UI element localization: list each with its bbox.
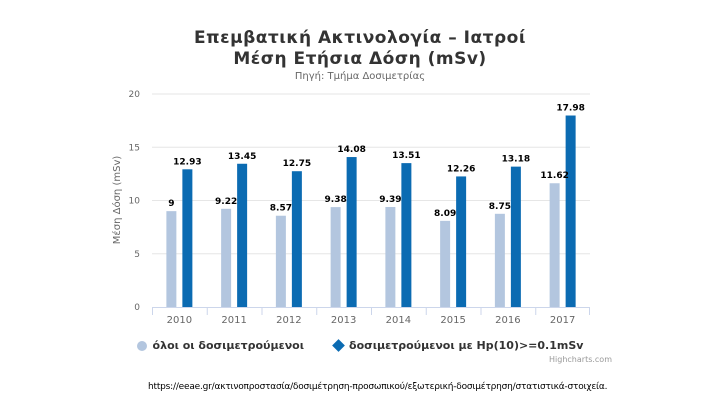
bar-series1[interactable] xyxy=(549,183,560,307)
data-label: 9.38 xyxy=(325,195,347,205)
y-tick-label: 10 xyxy=(129,197,141,207)
x-tick-label: 2011 xyxy=(221,315,246,326)
chart-subtitle: Πηγή: Τμήμα Δοσιμετρίας xyxy=(294,71,426,82)
y-tick-label: 15 xyxy=(129,143,140,153)
bar-series1[interactable] xyxy=(221,208,232,307)
bar-series1[interactable] xyxy=(166,211,177,307)
data-label: 13.18 xyxy=(502,155,530,165)
y-tick-label: 0 xyxy=(134,303,140,313)
data-label: 13.45 xyxy=(228,152,256,162)
data-label: 9.22 xyxy=(215,197,237,207)
data-label: 11.62 xyxy=(540,171,568,181)
bar-series2[interactable] xyxy=(346,157,357,307)
data-label: 8.57 xyxy=(270,204,292,214)
data-label: 14.08 xyxy=(337,145,365,155)
x-tick-label: 2013 xyxy=(331,315,356,326)
bar-series2[interactable] xyxy=(291,171,302,307)
legend-marker-series2 xyxy=(332,339,345,352)
legend-marker-series1 xyxy=(136,340,147,351)
bar-series2[interactable] xyxy=(565,115,576,307)
bar-series1[interactable] xyxy=(385,206,396,307)
x-tick-label: 2016 xyxy=(495,315,520,326)
data-label: 13.51 xyxy=(392,151,420,161)
data-label: 12.26 xyxy=(447,164,475,174)
x-tick-label: 2012 xyxy=(276,315,301,326)
data-label: 8.09 xyxy=(434,209,456,219)
legend-label-series2: δοσιμετρούμενοι με Hp(10)>=0.1mSv xyxy=(349,339,584,352)
data-label: 8.75 xyxy=(489,202,511,212)
data-label: 12.93 xyxy=(173,157,201,167)
bar-series2[interactable] xyxy=(401,163,412,307)
legend: όλοι οι δοσιμετρούμενοι δοσιμετρούμενοι … xyxy=(0,339,720,352)
x-tick-label: 2010 xyxy=(167,315,192,326)
source-url-text: https://eeae.gr/ακτινοπροστασία/δοσιμέτρ… xyxy=(148,382,608,392)
bar-series1[interactable] xyxy=(440,220,451,307)
data-label: 9 xyxy=(168,199,174,209)
data-label: 12.75 xyxy=(283,159,311,169)
bar-series2[interactable] xyxy=(182,169,193,307)
chart-title: Επεμβατική Ακτινολογία – Ιατροί xyxy=(194,28,526,48)
bar-series1[interactable] xyxy=(494,213,505,307)
data-label: 17.98 xyxy=(556,104,584,114)
bar-series2[interactable] xyxy=(456,176,467,307)
bar-series2[interactable] xyxy=(510,166,521,307)
x-tick-label: 2014 xyxy=(386,315,411,326)
bar-series2[interactable] xyxy=(237,163,248,307)
y-tick-label: 20 xyxy=(129,90,141,100)
legend-item-series2[interactable]: δοσιμετρούμενοι με Hp(10)>=0.1mSv xyxy=(332,339,584,352)
legend-label-series1: όλοι οι δοσιμετρούμενοι xyxy=(152,339,305,352)
bar-series1[interactable] xyxy=(275,215,286,307)
x-tick-label: 2017 xyxy=(550,315,575,326)
y-tick-label: 5 xyxy=(134,250,140,260)
chart-title-line2: Μέση Ετήσια Δόση (mSv) xyxy=(233,49,487,69)
data-label: 9.39 xyxy=(379,195,401,205)
x-tick-label: 2015 xyxy=(440,315,465,326)
credits-link[interactable]: Highcharts.com xyxy=(549,355,612,364)
bar-series1[interactable] xyxy=(330,207,341,307)
legend-item-series1[interactable]: όλοι οι δοσιμετρούμενοι xyxy=(136,339,305,352)
y-axis-title: Μέση Δόση (mSv) xyxy=(111,156,123,245)
